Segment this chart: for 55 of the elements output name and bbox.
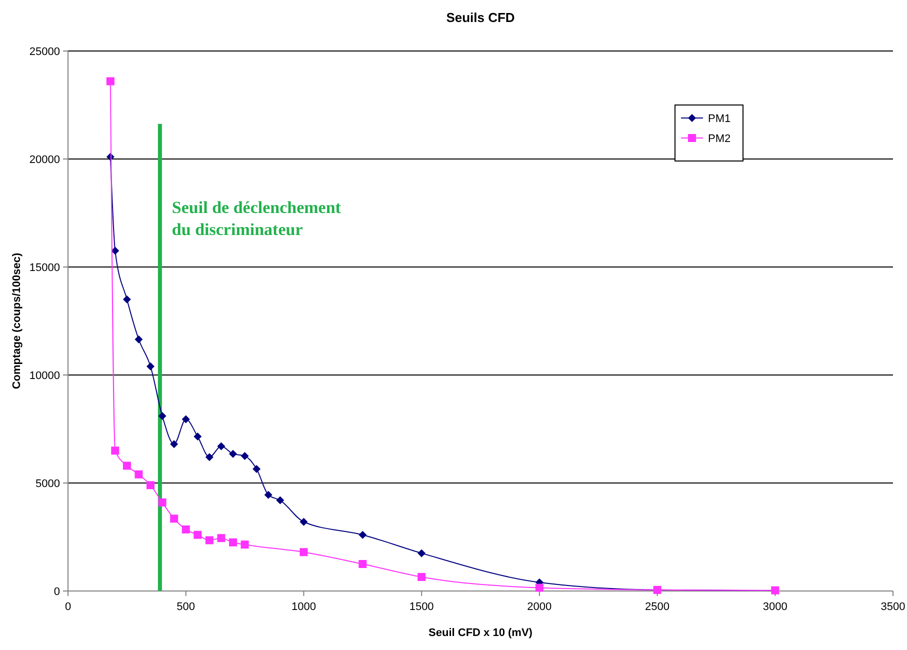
y-tick-label: 20000	[29, 154, 60, 166]
point	[240, 540, 249, 549]
point	[217, 442, 226, 450]
point	[300, 518, 308, 526]
point	[300, 548, 308, 556]
point	[358, 530, 367, 539]
x-tick-label: 2500	[645, 601, 670, 613]
ref-line-label: Seuil de déclenchement du discriminateur	[172, 198, 342, 239]
legend-label: PM2	[708, 132, 731, 145]
x-tick-label: 500	[176, 601, 196, 613]
point	[194, 432, 202, 441]
point	[158, 498, 166, 506]
point	[240, 452, 249, 460]
y-tick-label: 10000	[29, 370, 60, 382]
point	[229, 538, 237, 546]
x-tick-label: 0	[64, 601, 72, 613]
y-tick-label: 0	[54, 586, 60, 598]
x-tick-label: 3500	[880, 601, 906, 613]
y-tick-label: 25000	[29, 46, 60, 58]
point	[276, 496, 284, 504]
legend-label: PM1	[708, 112, 731, 125]
point	[205, 453, 214, 462]
point	[252, 464, 261, 473]
x-axis-title: Seuil CFD x 10 (mV)	[428, 627, 533, 639]
point	[134, 335, 143, 344]
x-tick-label: 3000	[762, 601, 788, 613]
point	[182, 525, 190, 534]
chart-title: Seuils CFD	[446, 10, 515, 25]
point	[111, 246, 120, 255]
y-axis-title: Comptage (coups/100sec)	[11, 252, 23, 390]
point	[122, 295, 131, 304]
y-tick-label: 5000	[36, 478, 60, 490]
point	[205, 536, 214, 544]
point	[111, 446, 120, 455]
point	[134, 470, 143, 478]
point	[106, 77, 114, 86]
point	[146, 481, 154, 490]
x-tick-label: 1000	[291, 601, 316, 613]
x-tick-label: 2000	[527, 601, 552, 613]
point	[418, 572, 426, 581]
point	[194, 530, 202, 539]
point	[182, 415, 190, 424]
x-tick-label: 1500	[409, 601, 434, 613]
point	[264, 490, 272, 499]
y-tick-label: 15000	[29, 262, 60, 274]
point	[418, 549, 426, 558]
point	[170, 514, 178, 523]
point	[217, 534, 226, 542]
point	[146, 362, 154, 370]
point	[535, 584, 544, 592]
point	[158, 412, 166, 420]
point	[229, 450, 237, 458]
point	[170, 440, 178, 448]
point	[358, 560, 367, 568]
point	[122, 462, 131, 470]
